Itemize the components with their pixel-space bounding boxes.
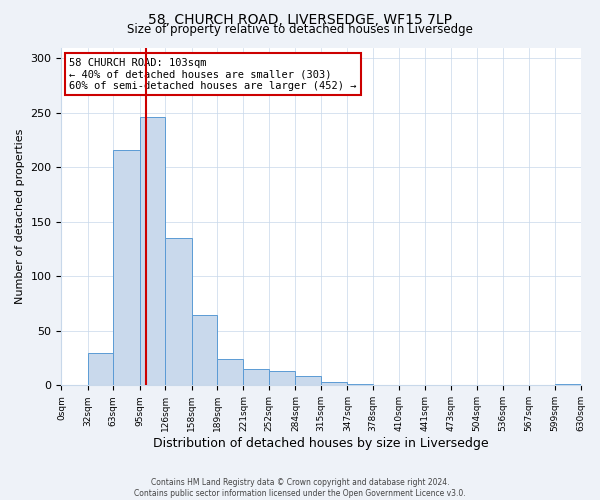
Text: 58 CHURCH ROAD: 103sqm
← 40% of detached houses are smaller (303)
60% of semi-de: 58 CHURCH ROAD: 103sqm ← 40% of detached…: [69, 58, 356, 91]
Bar: [113, 150, 140, 386]
Text: 58, CHURCH ROAD, LIVERSEDGE, WF15 7LP: 58, CHURCH ROAD, LIVERSEDGE, WF15 7LP: [148, 12, 452, 26]
Bar: [140, 117, 165, 386]
Y-axis label: Number of detached properties: Number of detached properties: [15, 128, 25, 304]
Bar: [244, 369, 269, 386]
Bar: [269, 371, 295, 386]
Bar: [88, 352, 113, 386]
X-axis label: Distribution of detached houses by size in Liversedge: Distribution of detached houses by size …: [153, 437, 489, 450]
Bar: [321, 382, 347, 386]
Bar: [555, 384, 581, 386]
Bar: [347, 384, 373, 386]
Text: Contains HM Land Registry data © Crown copyright and database right 2024.
Contai: Contains HM Land Registry data © Crown c…: [134, 478, 466, 498]
Text: Size of property relative to detached houses in Liversedge: Size of property relative to detached ho…: [127, 22, 473, 36]
Bar: [165, 238, 191, 386]
Bar: [191, 314, 217, 386]
Bar: [217, 359, 244, 386]
Bar: [295, 376, 321, 386]
